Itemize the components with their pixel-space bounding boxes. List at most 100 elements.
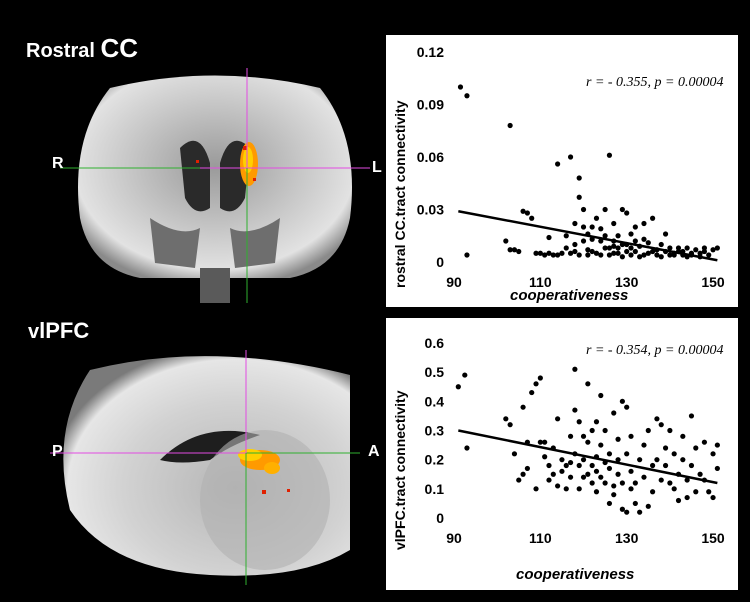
data-point [524, 210, 530, 216]
data-point [572, 220, 578, 227]
data-point [511, 451, 518, 457]
data-point [602, 245, 608, 251]
correlation-annotation: r = - 0.354, p = 0.00004 [586, 343, 724, 358]
data-point [572, 241, 578, 248]
data-point [628, 433, 634, 439]
data-point [555, 416, 561, 422]
data-point [542, 252, 548, 258]
data-point [710, 247, 716, 253]
correlation-annotation: r = - 0.355, p = 0.00004 [586, 75, 724, 90]
data-point [611, 483, 617, 489]
data-point [628, 468, 634, 474]
data-point [555, 483, 561, 489]
data-point [567, 459, 574, 466]
data-point [537, 375, 543, 381]
data-point [671, 486, 677, 492]
data-point [654, 457, 660, 463]
data-point [580, 238, 587, 244]
x-tick-label: 130 [615, 274, 639, 290]
y-tick-label: 0.5 [425, 364, 445, 380]
data-point [619, 254, 625, 260]
data-point [576, 194, 582, 200]
data-point [624, 210, 630, 216]
data-point [624, 451, 630, 457]
data-point [684, 477, 690, 483]
data-point [628, 486, 634, 492]
data-point [667, 480, 673, 486]
y-tick-label: 0.09 [417, 97, 444, 113]
y-tick-label: 0.03 [417, 202, 444, 218]
data-point [606, 245, 613, 251]
data-point [611, 410, 617, 416]
data-point [563, 245, 569, 251]
data-point [576, 419, 582, 425]
y-axis-title: vlPFC.tract connectivity [392, 390, 408, 551]
data-point [650, 462, 656, 469]
data-point [606, 500, 613, 507]
data-point [619, 480, 625, 486]
data-point [706, 252, 712, 258]
data-point [572, 407, 578, 413]
scatter-panel-rostral-cc: 0 0.03 0.06 0.09 0.12 90 110 130 150 rostral CC.… [386, 35, 738, 307]
data-point [667, 427, 673, 434]
data-point [546, 250, 552, 256]
data-point [615, 457, 621, 463]
data-point [658, 422, 664, 428]
data-point [593, 489, 600, 495]
data-point [580, 474, 587, 480]
data-point [645, 250, 651, 256]
data-point [628, 231, 634, 237]
data-point [520, 208, 526, 214]
data-point [559, 468, 565, 474]
data-point [710, 451, 716, 457]
y-axis-title: rostral CC.tract connectivity [392, 100, 408, 289]
data-point [615, 436, 621, 442]
data-point [546, 477, 552, 483]
data-point [542, 439, 548, 445]
data-point [650, 489, 656, 495]
data-point [546, 462, 552, 469]
data-point [632, 248, 638, 255]
data-point [714, 465, 720, 472]
data-point [645, 240, 651, 246]
data-point [606, 465, 613, 472]
x-tick-label: 150 [701, 530, 725, 546]
data-point [624, 509, 630, 515]
data-point [611, 492, 617, 498]
data-point [580, 433, 587, 439]
data-point [654, 252, 660, 258]
y-tick-label: 0.4 [425, 393, 445, 409]
section-label-rostral-cc: Rostral CC [26, 33, 138, 64]
data-point [611, 250, 617, 256]
data-point [555, 252, 561, 258]
data-point [507, 247, 513, 253]
data-point [714, 245, 720, 251]
data-point [593, 468, 600, 474]
data-point [464, 445, 470, 451]
data-point [585, 247, 591, 253]
data-point [550, 252, 556, 258]
data-point [567, 154, 574, 160]
data-point [675, 245, 682, 251]
y-tick-label: 0.3 [425, 423, 445, 439]
data-point [615, 245, 621, 251]
data-point [680, 457, 686, 463]
y-tick-label: 0.12 [417, 44, 444, 60]
data-point [701, 248, 708, 255]
x-tick-label: 150 [701, 274, 725, 290]
data-point [602, 206, 608, 213]
data-point [503, 416, 509, 422]
data-point [516, 477, 522, 483]
x-axis-title: cooperativeness [510, 287, 629, 304]
data-point [507, 422, 513, 428]
data-point [637, 254, 643, 260]
section-label-big: CC [100, 33, 139, 63]
data-point [654, 416, 660, 422]
data-point [550, 471, 556, 477]
data-point [585, 381, 591, 387]
data-point [650, 215, 656, 221]
data-point [602, 427, 608, 434]
y-tick-label: 0 [436, 510, 444, 526]
section-label-small: Rostral [26, 40, 95, 62]
data-point [533, 381, 539, 387]
